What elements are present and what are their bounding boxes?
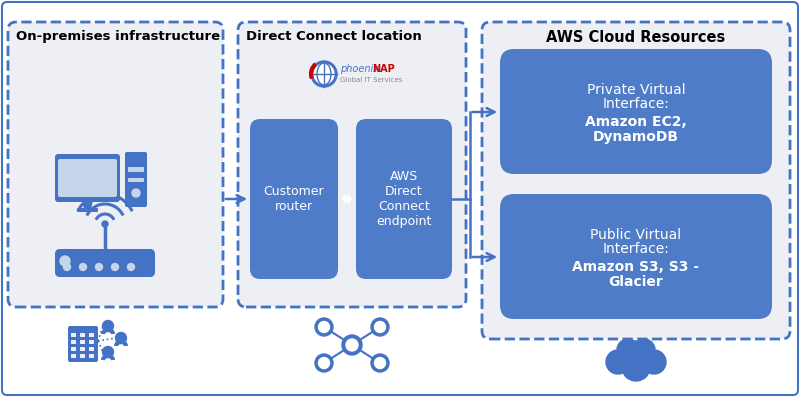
FancyBboxPatch shape: [80, 347, 85, 351]
Circle shape: [617, 339, 639, 361]
FancyBboxPatch shape: [89, 354, 94, 358]
Circle shape: [314, 64, 334, 84]
Circle shape: [342, 335, 362, 355]
Circle shape: [318, 358, 330, 368]
Text: Direct Connect location: Direct Connect location: [246, 30, 422, 43]
FancyBboxPatch shape: [77, 208, 98, 212]
Text: AWS Cloud Resources: AWS Cloud Resources: [546, 30, 726, 45]
Circle shape: [371, 318, 389, 336]
Text: Public Virtual: Public Virtual: [590, 228, 682, 242]
Circle shape: [606, 350, 630, 374]
Text: Amazon S3, S3 -: Amazon S3, S3 -: [573, 260, 699, 274]
FancyBboxPatch shape: [71, 347, 76, 351]
FancyBboxPatch shape: [125, 152, 147, 207]
FancyBboxPatch shape: [8, 22, 223, 307]
FancyBboxPatch shape: [89, 333, 94, 337]
Text: DynamoDB: DynamoDB: [593, 130, 679, 144]
FancyBboxPatch shape: [80, 333, 85, 337]
Circle shape: [346, 339, 358, 351]
Circle shape: [102, 221, 108, 227]
Circle shape: [127, 264, 134, 270]
Text: Customer
router: Customer router: [264, 185, 324, 213]
FancyBboxPatch shape: [356, 119, 452, 279]
Text: On-premises infrastructure: On-premises infrastructure: [16, 30, 220, 43]
FancyBboxPatch shape: [58, 159, 117, 197]
FancyBboxPatch shape: [500, 194, 772, 319]
Circle shape: [132, 189, 140, 197]
Circle shape: [371, 354, 389, 372]
Circle shape: [318, 322, 330, 333]
Circle shape: [620, 341, 652, 373]
FancyBboxPatch shape: [71, 340, 76, 344]
Text: AWS
Direct
Connect
endpoint: AWS Direct Connect endpoint: [376, 170, 432, 228]
Circle shape: [111, 264, 118, 270]
Circle shape: [60, 256, 70, 266]
Circle shape: [63, 264, 70, 270]
Circle shape: [374, 322, 386, 333]
FancyBboxPatch shape: [500, 49, 772, 174]
FancyBboxPatch shape: [55, 249, 155, 277]
FancyBboxPatch shape: [80, 354, 85, 358]
Text: phoenix: phoenix: [340, 64, 379, 74]
Polygon shape: [83, 202, 92, 210]
Text: Interface:: Interface:: [602, 242, 670, 256]
Circle shape: [95, 264, 102, 270]
Circle shape: [311, 61, 337, 87]
FancyBboxPatch shape: [55, 154, 120, 202]
Text: Global IT Services: Global IT Services: [340, 77, 402, 83]
Circle shape: [374, 358, 386, 368]
Text: NAP: NAP: [372, 64, 394, 74]
Circle shape: [622, 353, 650, 381]
Circle shape: [102, 347, 114, 358]
FancyBboxPatch shape: [80, 340, 85, 344]
Circle shape: [315, 354, 333, 372]
FancyBboxPatch shape: [128, 178, 144, 182]
FancyBboxPatch shape: [250, 119, 338, 279]
Text: Private Virtual: Private Virtual: [586, 83, 686, 97]
FancyBboxPatch shape: [482, 22, 790, 339]
Circle shape: [115, 333, 126, 343]
FancyBboxPatch shape: [238, 22, 466, 307]
Circle shape: [642, 350, 666, 374]
Circle shape: [102, 320, 114, 331]
Text: Amazon EC2,: Amazon EC2,: [585, 115, 687, 129]
FancyBboxPatch shape: [89, 347, 94, 351]
Circle shape: [633, 339, 655, 361]
FancyBboxPatch shape: [128, 167, 144, 172]
Text: Interface:: Interface:: [602, 97, 670, 111]
Circle shape: [79, 264, 86, 270]
FancyBboxPatch shape: [68, 326, 98, 362]
Text: Glacier: Glacier: [609, 275, 663, 289]
FancyBboxPatch shape: [71, 354, 76, 358]
FancyBboxPatch shape: [71, 333, 76, 337]
FancyBboxPatch shape: [89, 340, 94, 344]
Circle shape: [315, 318, 333, 336]
